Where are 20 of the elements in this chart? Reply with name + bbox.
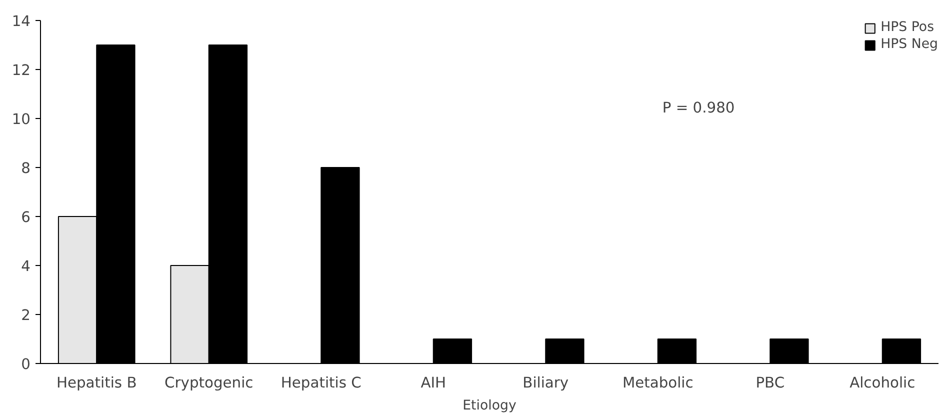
x-axis-title: Etiology xyxy=(462,398,516,414)
annotation: P = 0.980 xyxy=(662,100,735,117)
x-tick-label: PBC xyxy=(756,374,785,392)
y-tick-label: 6 xyxy=(21,209,31,226)
x-tick-label: Biliary xyxy=(522,374,569,392)
x-tick-label: Cryptogenic xyxy=(164,374,254,392)
y-tick-label: 12 xyxy=(12,62,31,79)
y-tick-label: 4 xyxy=(21,258,31,275)
x-tick-label: Alcoholic xyxy=(850,374,916,392)
legend-label: HPS Pos xyxy=(880,20,934,35)
y-tick-label: 8 xyxy=(21,160,31,177)
x-tick-label: AIH xyxy=(420,374,446,392)
y-tick-label: 10 xyxy=(12,111,31,128)
y-tick-label: 14 xyxy=(12,13,31,30)
x-tick-label: Hepatitis C xyxy=(280,374,362,392)
y-tick-label: 0 xyxy=(21,356,31,373)
legend-label: HPS Neg xyxy=(880,37,938,52)
y-tick-label: 2 xyxy=(21,307,31,324)
x-tick-label: Metabolic xyxy=(622,374,694,392)
x-tick-label: Hepatitis B xyxy=(56,374,137,392)
